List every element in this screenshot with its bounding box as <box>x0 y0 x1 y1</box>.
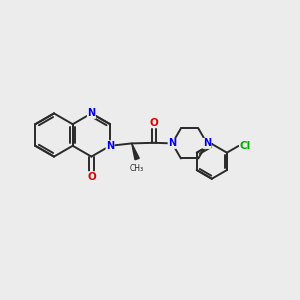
Text: N: N <box>203 138 211 148</box>
Text: O: O <box>150 118 159 128</box>
Text: N: N <box>168 138 176 148</box>
Text: N: N <box>106 141 114 151</box>
Text: CH₃: CH₃ <box>130 164 144 173</box>
Text: N: N <box>87 108 95 118</box>
Polygon shape <box>132 143 139 160</box>
Text: O: O <box>87 172 96 182</box>
Text: Cl: Cl <box>240 141 251 151</box>
